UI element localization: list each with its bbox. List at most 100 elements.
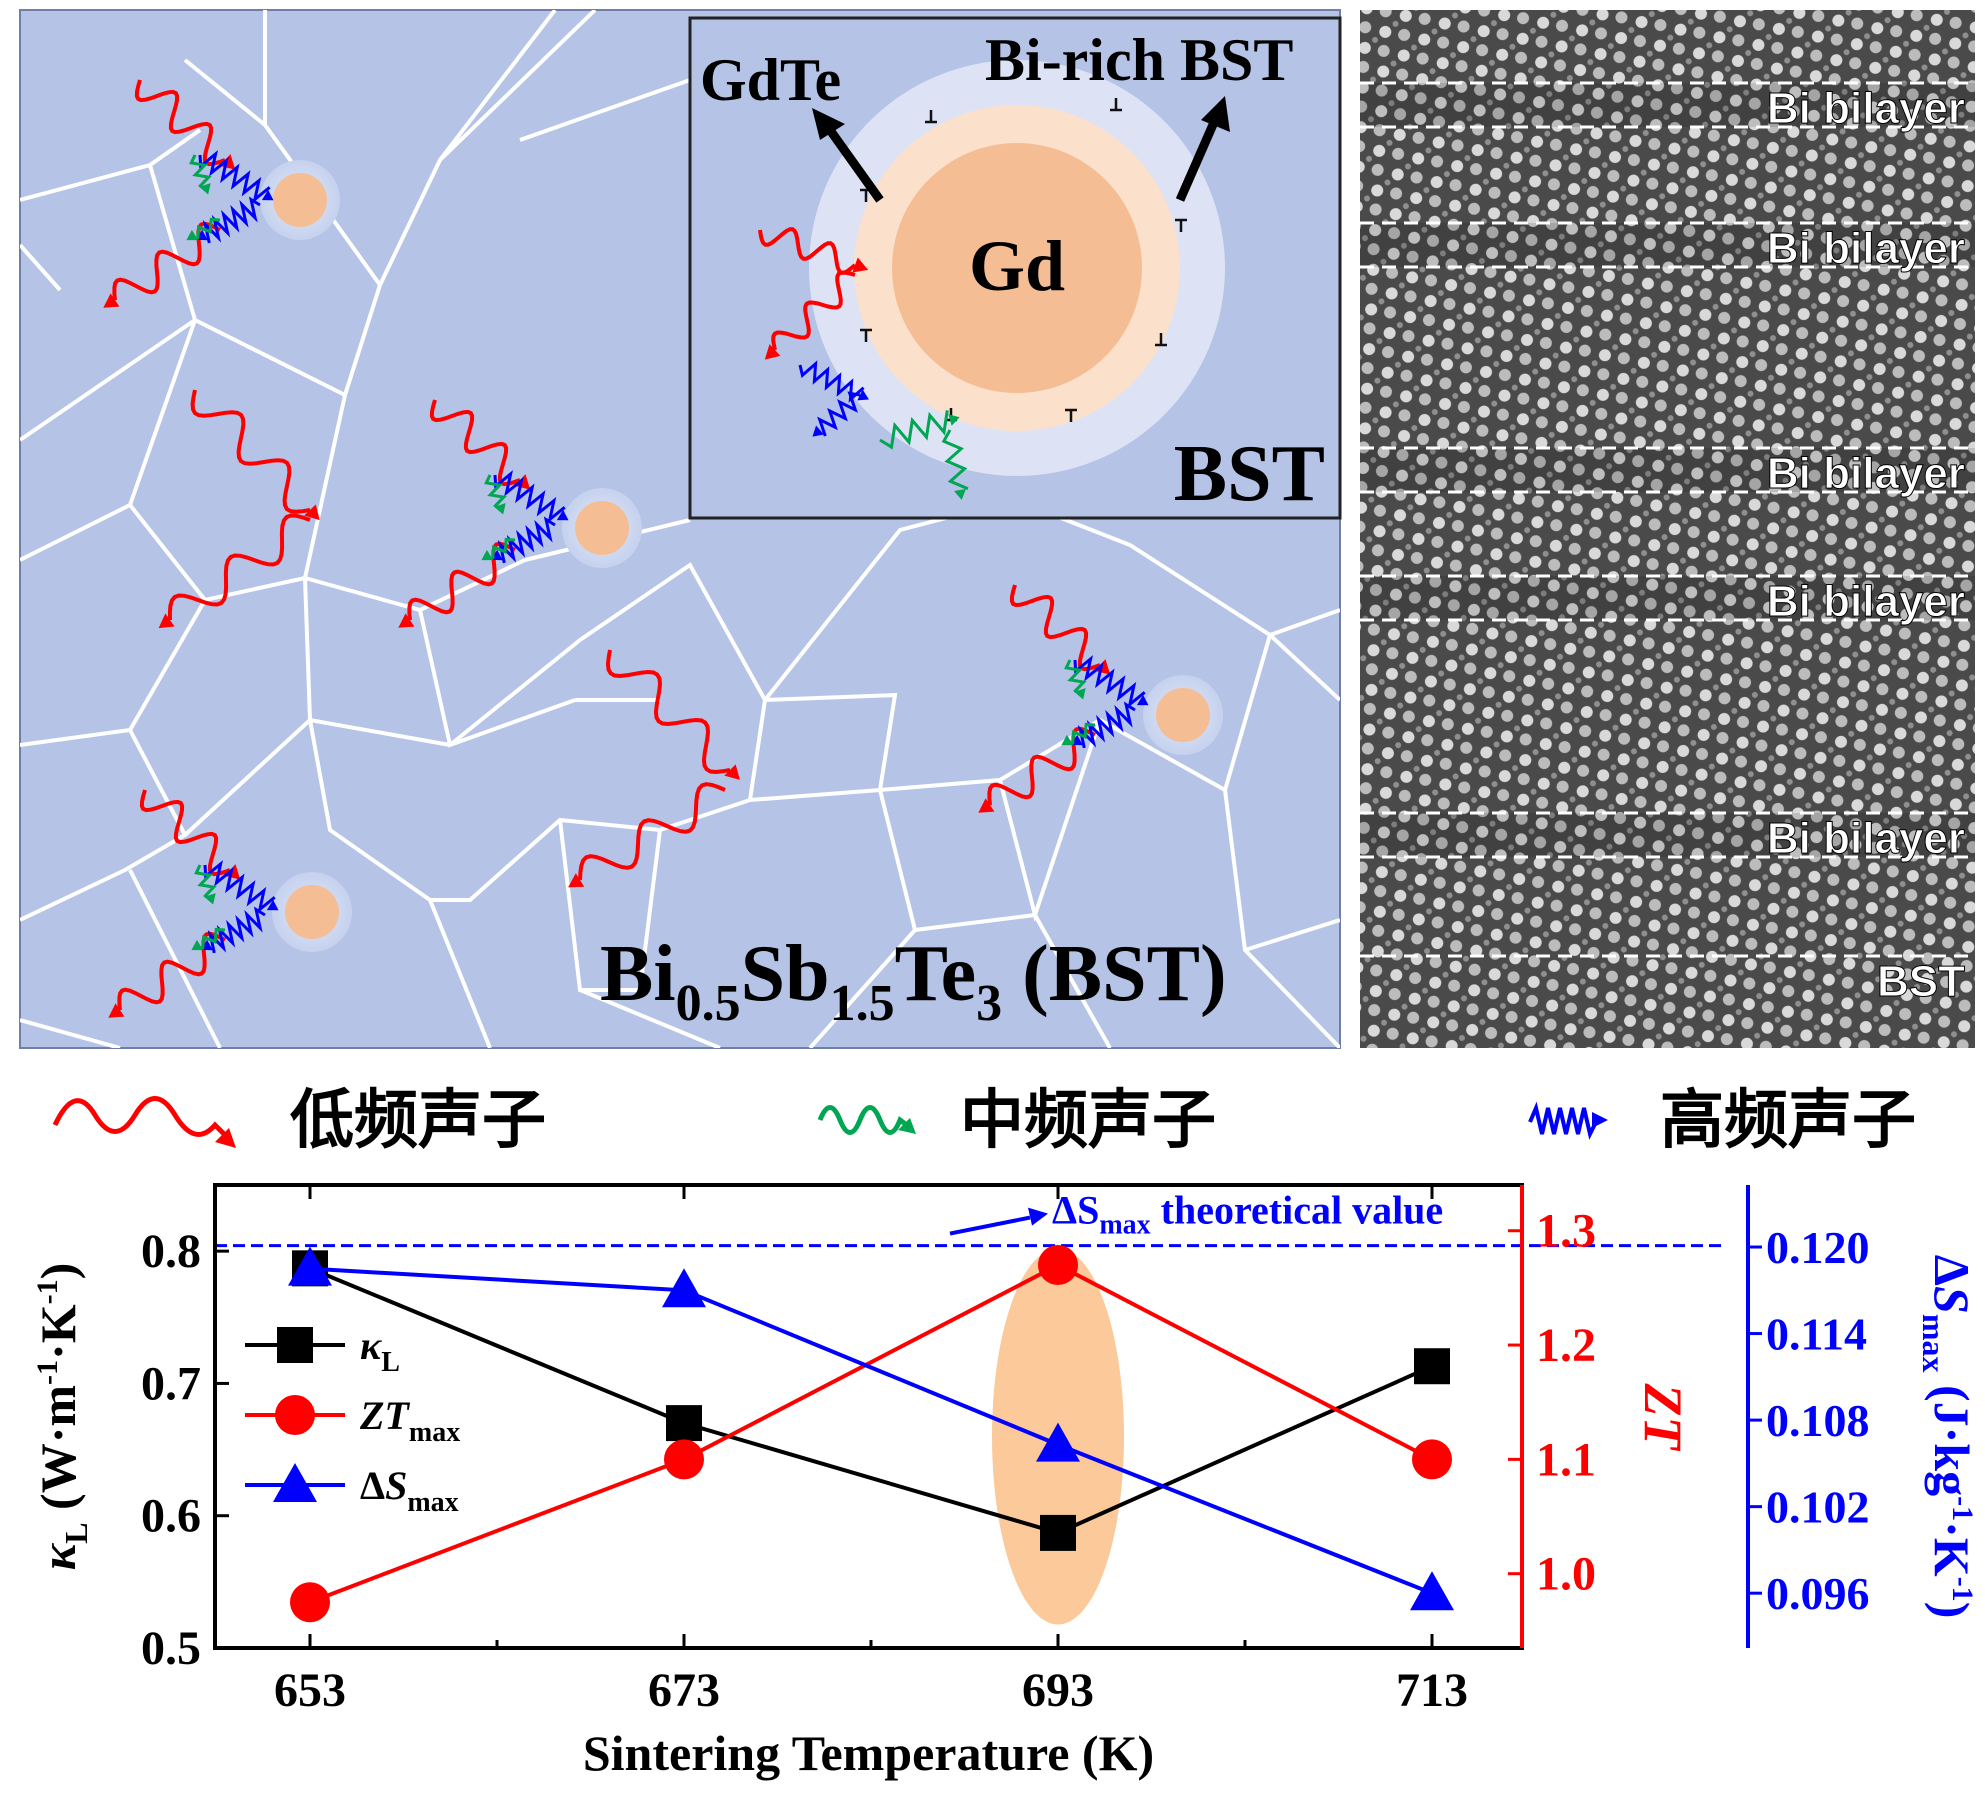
low-frequency-phonon-wave [190, 389, 320, 521]
data-point [1036, 1422, 1080, 1462]
x-tick-label: 673 [648, 1664, 720, 1717]
far-right-tick-label: 0.102 [1766, 1482, 1870, 1533]
bst-label: BST [1174, 430, 1325, 518]
far-right-tick-label: 0.114 [1766, 1309, 1867, 1360]
gd-label: Gd [969, 226, 1065, 306]
mid-frequency-phonon-wave [879, 410, 960, 450]
mid-frequency-phonon-wave [194, 864, 217, 905]
bi-bilayer-band [1360, 813, 1975, 857]
data-point [1038, 1245, 1078, 1286]
matrix-label: Bi0.5Sb1.5Te3 (BST) [600, 930, 1227, 1032]
left-axis-label: κL (W·m-1·K-1) [30, 1263, 94, 1571]
legend-high-label: 高频声子 [1660, 1084, 1916, 1156]
legend-entry: ZTmax [245, 1393, 460, 1448]
legend-label: ΔSmax [360, 1463, 459, 1518]
tem-lattice-image [1360, 10, 1975, 1048]
left-tick-label: 0.8 [141, 1225, 201, 1278]
data-point [1414, 1348, 1450, 1385]
right-tick-label: 1.1 [1536, 1433, 1596, 1486]
x-tick-label: 713 [1396, 1664, 1468, 1717]
schematic-panel: Bi0.5Sb1.5Te3 (BST) [19, 9, 1342, 1049]
series-square [292, 1250, 1450, 1551]
legend-marker [275, 1395, 315, 1435]
mid-frequency-phonon-wave [186, 217, 221, 241]
mid-frequency-phonon-wave [481, 537, 516, 561]
mid-frequency-phonon-wave [941, 429, 969, 500]
series-line [309, 1266, 1433, 1536]
grain-boundaries [20, 10, 1340, 1048]
data-point [1412, 1439, 1452, 1480]
bi-bilayer-band [1360, 83, 1975, 127]
bi-bilayer-band [1360, 448, 1975, 492]
series-triangle [288, 1246, 1454, 1611]
high-frequency-phonon-wave [493, 470, 569, 524]
high-frequency-phonon-wave [812, 391, 861, 437]
far-right-axis-label: ΔSmax (J·kg-1·K-1) [1916, 1255, 1980, 1619]
x-axis-label: Sintering Temperature (K) [583, 1725, 1154, 1781]
phonon-legend: 低频声子 中频声子 高频声子 [52, 1084, 1916, 1156]
legend-entry: ΔSmax [245, 1463, 459, 1518]
right-tick-label: 1.3 [1536, 1205, 1596, 1258]
tem-layer-label: Bi bilayer [1767, 84, 1965, 133]
data-point [288, 1246, 332, 1286]
right-tick-label: 1.0 [1536, 1548, 1596, 1601]
legend-label: ZTmax [359, 1393, 460, 1448]
tem-layer-label: Bi bilayer [1767, 577, 1965, 626]
x-tick-label: 693 [1022, 1664, 1094, 1717]
low-frequency-phonon-wave [158, 513, 311, 629]
inset-panel: GdTe Bi-rich BST Gd BST [688, 16, 1342, 520]
bi-rich-label: Bi-rich BST [985, 27, 1293, 93]
far-right-tick-label: 0.096 [1766, 1568, 1870, 1619]
low-frequency-phonon-wave [764, 270, 856, 360]
right-axis-label: ZT [1633, 1383, 1693, 1452]
low-frequency-phonon-wave-icon [52, 1096, 236, 1148]
legend-low-label: 低频声子 [290, 1084, 546, 1156]
tem-image-panel: Bi bilayer Bi bilayer Bi bilayer Bi bilayer… [1360, 10, 1975, 1048]
right-tick-label: 1.2 [1536, 1319, 1596, 1372]
tem-layer-label: Bi bilayer [1767, 224, 1965, 273]
left-tick-label: 0.5 [141, 1622, 201, 1675]
series-circle [290, 1245, 1452, 1623]
dislocation-symbols [860, 98, 1187, 422]
data-point [1410, 1571, 1454, 1611]
low-frequency-phonon-wave [605, 649, 740, 780]
mid-frequency-phonon-wave-icon [817, 1105, 916, 1135]
high-frequency-phonon-wave-icon [1528, 1101, 1608, 1140]
legend-marker [277, 1327, 313, 1363]
legend-marker [273, 1463, 317, 1502]
mid-frequency-phonon-wave [1061, 722, 1096, 746]
far-right-tick-label: 0.120 [1766, 1222, 1870, 1273]
inset-arrows [812, 96, 1230, 203]
legend-entry: κL [245, 1323, 400, 1378]
mid-frequency-phonon-wave [191, 927, 226, 951]
tem-layer-label: Bi bilayer [1767, 814, 1965, 863]
data-point [290, 1582, 330, 1623]
phonon-waves [103, 79, 1149, 1018]
reference-arrow [949, 1215, 1031, 1236]
series-line [309, 1262, 1433, 1605]
data-point [662, 1268, 706, 1308]
series-line [309, 1266, 1433, 1596]
gdte-label: GdTe [700, 47, 841, 113]
mid-frequency-phonon-wave [1064, 659, 1087, 700]
far-right-tick-label: 0.108 [1766, 1395, 1870, 1446]
chart: ΔSmax theoretical value 653 673 693 713 Sint… [30, 1183, 1980, 1781]
legend-label: κL [360, 1323, 400, 1378]
high-frequency-phonon-wave [798, 360, 869, 403]
gd-particles [260, 160, 1223, 952]
tem-layer-label: Bi bilayer [1767, 449, 1965, 498]
left-tick-label: 0.7 [141, 1357, 201, 1410]
data-point [666, 1405, 702, 1442]
low-frequency-phonon-wave [568, 782, 726, 888]
reference-line-label: ΔSmax theoretical value [1052, 1188, 1443, 1241]
high-frequency-phonon-wave [203, 860, 279, 914]
data-point [664, 1439, 704, 1480]
low-frequency-phonon-wave [758, 227, 869, 275]
left-tick-label: 0.6 [141, 1490, 201, 1543]
high-frequency-phonon-wave [198, 150, 274, 204]
mid-frequency-phonon-wave [189, 154, 212, 195]
data-point [1040, 1514, 1076, 1551]
tem-layer-label: BST [1877, 957, 1965, 1006]
bi-bilayer-band [1360, 576, 1975, 620]
